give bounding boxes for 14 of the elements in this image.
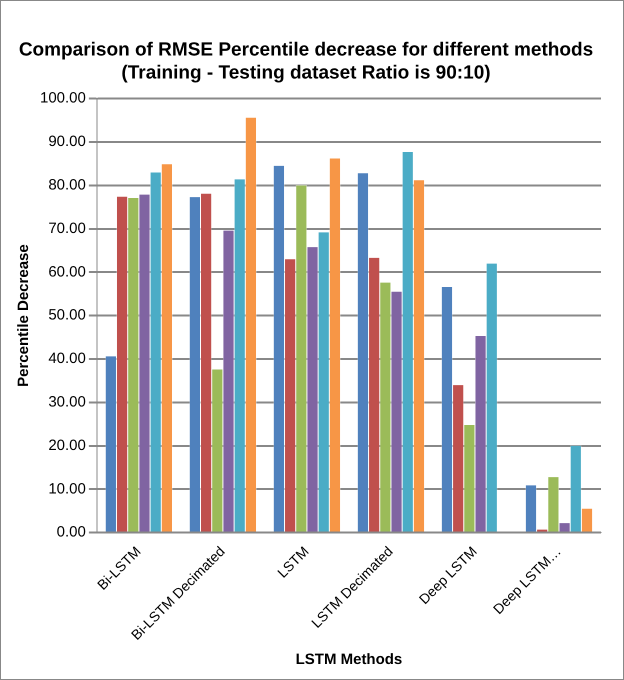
chart-title: Comparison of RMSE Percentile decrease for different methods (Training - Testing dataset Ratio is 90:10) (18, 40, 594, 84)
y-tick-label: 10.00 (48, 480, 86, 498)
y-tick-label: 70.00 (48, 220, 86, 237)
y-tick-label: 100.00 (40, 90, 86, 107)
y-tick-label: 90.00 (48, 133, 86, 150)
x-axis-title: LSTM Methods (296, 651, 402, 668)
y-tick-label: 30.00 (48, 394, 86, 411)
y-tick-label: 20.00 (48, 436, 86, 454)
y-axis-title: Percentile Decrease (15, 244, 32, 387)
y-tick-label: 50.00 (48, 306, 86, 324)
y-tick-label: 80.00 (48, 176, 86, 194)
y-tick-label: 60.00 (48, 263, 86, 280)
y-tick-label: 40.00 (48, 350, 86, 368)
y-tick-label: 0.00 (56, 524, 86, 541)
